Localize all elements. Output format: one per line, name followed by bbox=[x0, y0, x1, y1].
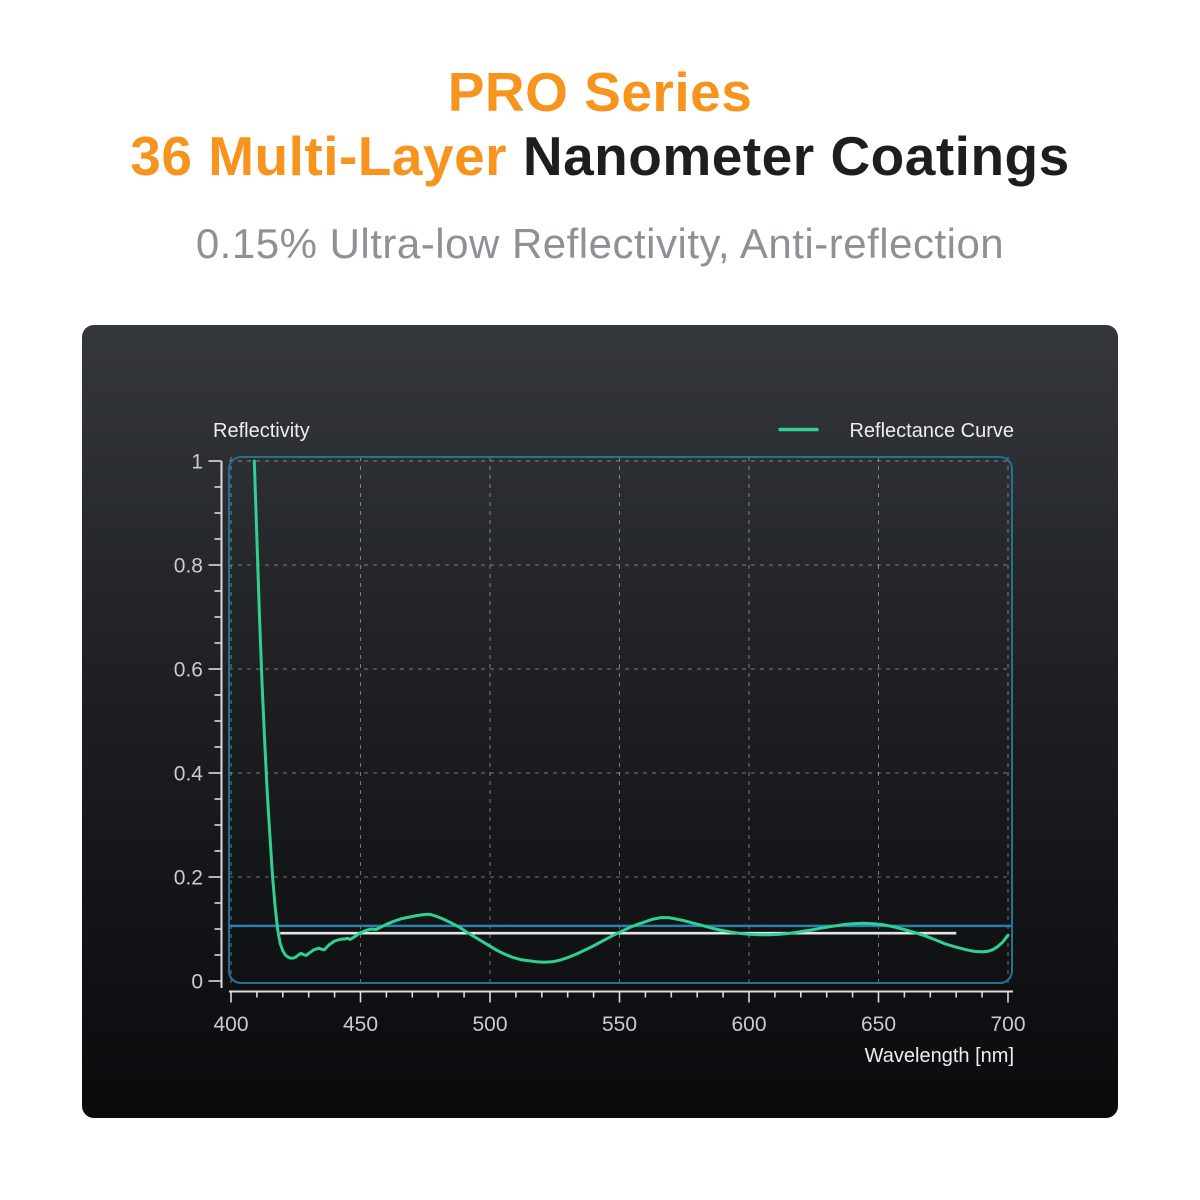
header: PRO Series 36 Multi-Layer Nanometer Coat… bbox=[0, 60, 1200, 268]
y-tick-label: 1 bbox=[191, 451, 203, 474]
title-rest: Nanometer Coatings bbox=[522, 125, 1070, 187]
x-tick-label: 600 bbox=[731, 1013, 766, 1036]
y-tick-label: 0.6 bbox=[174, 659, 203, 682]
plot-border bbox=[228, 456, 1013, 984]
title-highlight: 36 Multi-Layer bbox=[130, 125, 508, 187]
subtitle: 0.15% Ultra-low Reflectivity, Anti-refle… bbox=[195, 220, 1005, 267]
page-title-line2: 36 Multi-Layer Nanometer Coatings bbox=[0, 124, 1200, 188]
x-tick-label: 550 bbox=[602, 1013, 637, 1036]
x-tick-label: 400 bbox=[213, 1013, 248, 1036]
y-tick-label: 0.2 bbox=[174, 867, 203, 890]
tick-label-layer: 0 0.2 0.4 0.6 0.8 1 400 450 500 550 600 650 700 bbox=[174, 451, 1026, 1037]
x-axis-label: Wavelength [nm] bbox=[865, 1045, 1014, 1067]
legend-label: Reflectance Curve bbox=[849, 420, 1014, 442]
page-title-line1: PRO Series bbox=[0, 60, 1200, 124]
axis-layer bbox=[208, 460, 1013, 1003]
x-tick-label: 650 bbox=[861, 1013, 896, 1036]
y-tick-label: 0 bbox=[191, 971, 203, 994]
series-layer bbox=[252, 459, 1010, 964]
grid-layer bbox=[229, 457, 1012, 983]
y-tick-label: 0.8 bbox=[174, 555, 203, 578]
title-pro-series: PRO Series bbox=[447, 61, 753, 123]
chart-title: Reflectivity bbox=[213, 420, 310, 442]
x-tick-label: 500 bbox=[472, 1013, 507, 1036]
x-tick-label: 700 bbox=[990, 1013, 1025, 1036]
reflectance-curve bbox=[252, 459, 1010, 964]
x-tick-label: 450 bbox=[343, 1013, 378, 1036]
y-tick-label: 0.4 bbox=[174, 763, 204, 786]
